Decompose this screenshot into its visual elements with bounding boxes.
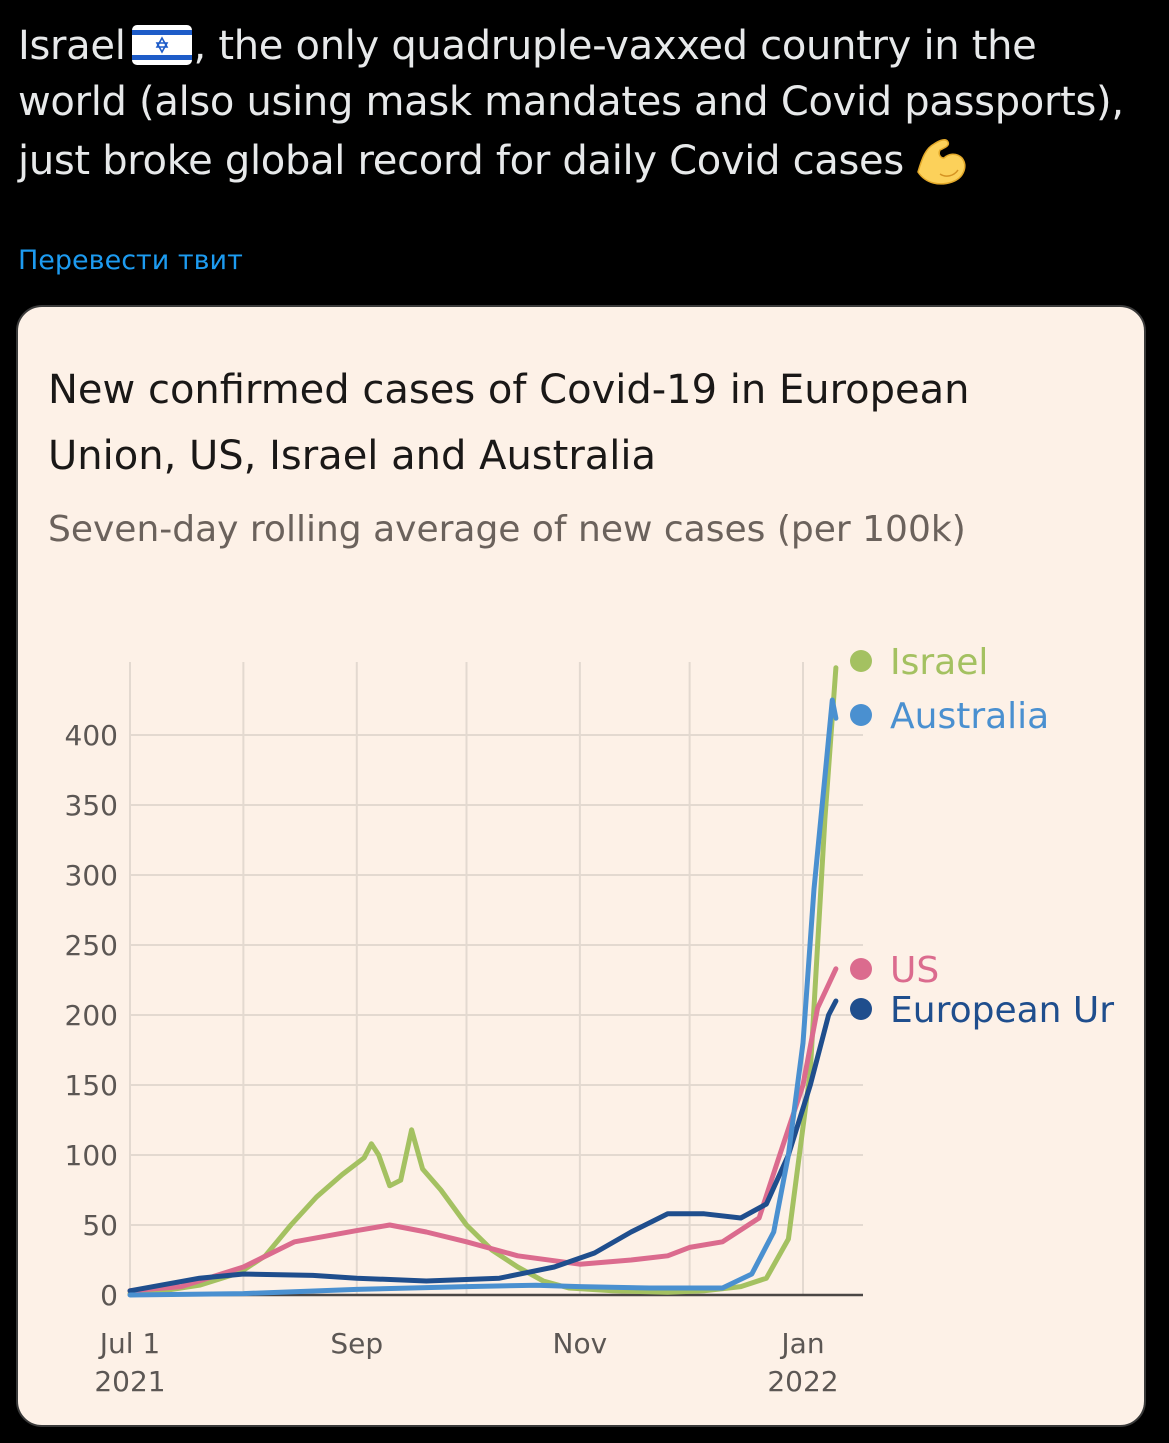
y-tick-label: 400 bbox=[65, 719, 118, 752]
israel-flag-icon bbox=[131, 25, 192, 65]
chart-grid bbox=[129, 662, 863, 1297]
series-endpoint-australia bbox=[850, 704, 872, 726]
chart-title-line2: Union, US, Israel and Australia bbox=[48, 433, 656, 479]
tweet-text: Israel , the only quadruple-vaxxed count… bbox=[18, 18, 1128, 189]
chart-series bbox=[127, 665, 839, 1298]
x-tick-year-label: 2022 bbox=[767, 1365, 838, 1398]
series-label-us: US bbox=[890, 950, 939, 991]
y-tick-label: 150 bbox=[65, 1069, 118, 1102]
translate-tweet-link[interactable]: Перевести твит bbox=[18, 245, 243, 276]
chart-card[interactable]: New confirmed cases of Covid-19 in Europ… bbox=[16, 305, 1146, 1427]
series-label-israel: Israel bbox=[890, 642, 988, 683]
series-endpoint-european-union bbox=[850, 998, 872, 1020]
series-line-australia bbox=[127, 697, 839, 1298]
tweet-text-part2: , the only quadruple-vaxxed country in t… bbox=[18, 23, 1124, 184]
y-tick-label: 50 bbox=[82, 1209, 118, 1242]
x-tick-label: Jan bbox=[779, 1327, 824, 1360]
y-tick-label: 200 bbox=[65, 999, 118, 1032]
y-tick-label: 350 bbox=[65, 789, 118, 822]
tweet-text-part1: Israel bbox=[18, 23, 126, 69]
flexed-biceps-icon bbox=[917, 139, 966, 185]
series-endpoint-us bbox=[850, 958, 872, 980]
covid-chart: New confirmed cases of Covid-19 in Europ… bbox=[48, 367, 1114, 1398]
y-tick-label: 250 bbox=[65, 929, 118, 962]
chart-title-line1: New confirmed cases of Covid-19 in Europ… bbox=[48, 367, 970, 413]
y-axis-ticks: 400 350 300 250 200 150 100 50 0 bbox=[65, 719, 118, 1312]
x-tick-label: Nov bbox=[553, 1327, 608, 1360]
series-line-israel bbox=[127, 665, 839, 1297]
chart-subtitle: Seven-day rolling average of new cases (… bbox=[48, 509, 966, 550]
series-line-us bbox=[127, 966, 839, 1294]
x-tick-label: Sep bbox=[330, 1327, 383, 1360]
y-tick-label: 0 bbox=[100, 1279, 118, 1312]
x-axis-ticks: Jul 1 2021 Sep Nov Jan 2022 bbox=[94, 1327, 838, 1398]
y-tick-label: 100 bbox=[65, 1139, 118, 1172]
x-tick-year-label: 2021 bbox=[94, 1365, 165, 1398]
series-endpoint-israel bbox=[850, 650, 872, 672]
x-tick-label: Jul 1 bbox=[98, 1327, 161, 1360]
y-tick-label: 300 bbox=[65, 859, 118, 892]
series-label-european-union: European Ur bbox=[890, 990, 1114, 1031]
series-label-australia: Australia bbox=[890, 696, 1049, 737]
